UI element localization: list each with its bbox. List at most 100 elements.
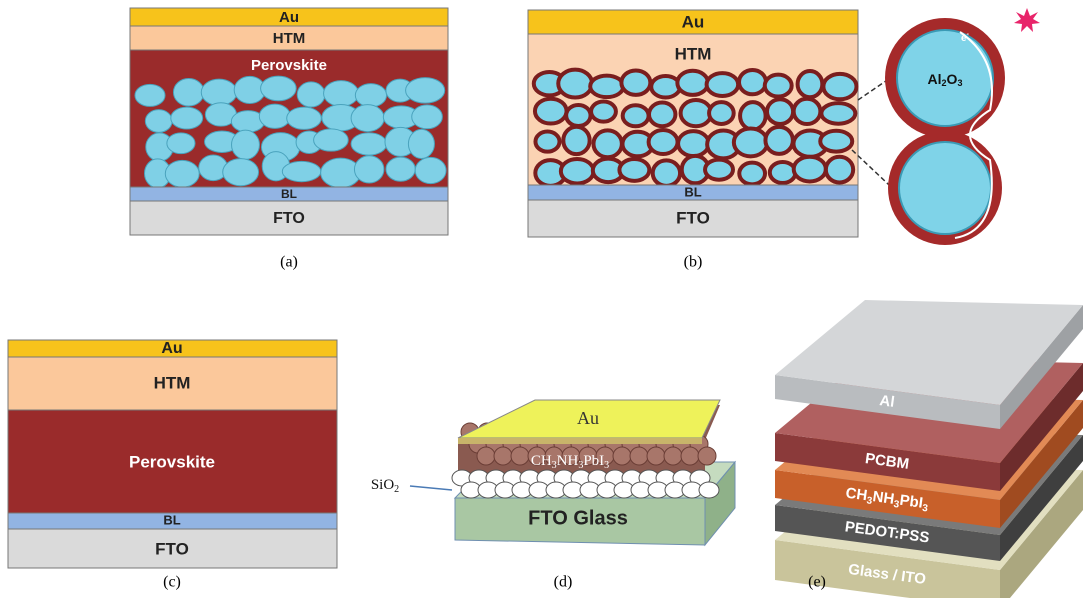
particle	[354, 83, 388, 108]
particle	[823, 154, 856, 185]
particle	[533, 129, 562, 154]
particle	[200, 78, 238, 107]
label-part: PbI	[899, 492, 924, 512]
particle	[172, 78, 205, 107]
layer-label: FTO	[155, 539, 189, 558]
au-edge	[458, 438, 702, 444]
sphere	[476, 446, 496, 466]
layer-label: Perovskite	[129, 452, 215, 471]
particle	[561, 124, 592, 157]
layer	[7, 409, 338, 514]
pointer	[409, 485, 453, 491]
particle	[765, 97, 796, 127]
particle	[558, 156, 596, 186]
particle	[737, 160, 768, 187]
layer	[7, 356, 338, 411]
slab-front	[775, 433, 1000, 491]
slab-top	[775, 300, 1083, 405]
panel-c: Au HTM Perovskite BL FTO (c)	[7, 339, 338, 591]
particle	[619, 68, 653, 97]
slab-front	[775, 540, 1000, 598]
sphere	[680, 446, 700, 466]
layer	[129, 200, 449, 236]
light-burst	[1014, 8, 1040, 32]
layer-label: HTM	[675, 44, 712, 63]
panel-a: Au HTM Perovskite BL FTO (a)	[129, 7, 449, 271]
slab-front	[775, 505, 1000, 561]
sphere	[646, 446, 666, 466]
sphere	[697, 446, 717, 466]
particle	[650, 158, 683, 188]
sphere	[510, 446, 530, 466]
particle	[591, 128, 624, 160]
sphere	[629, 446, 649, 466]
particle	[821, 71, 859, 102]
particle	[675, 68, 710, 97]
panel-b: Au HTM BL FTO Al2O3 e- (b)	[527, 8, 1040, 271]
particle	[231, 129, 260, 160]
layer-label: Perovskite	[251, 57, 327, 74]
layer-label: FTO Glass	[528, 507, 628, 529]
layer-label: FTO	[676, 208, 710, 227]
particle	[313, 128, 349, 152]
caption: (d)	[554, 574, 573, 591]
particle	[704, 71, 741, 98]
slab-side	[1000, 435, 1083, 561]
particle	[222, 158, 260, 187]
particle	[818, 128, 855, 154]
sphere	[493, 446, 513, 466]
particles	[134, 75, 447, 189]
slab-side	[1000, 363, 1083, 491]
particle	[646, 128, 680, 157]
particle	[556, 67, 595, 100]
core	[896, 29, 994, 127]
sphere	[698, 481, 720, 499]
particle	[405, 77, 446, 104]
particle	[737, 67, 768, 97]
particle	[819, 101, 858, 126]
particle	[258, 103, 291, 129]
slab-front	[775, 375, 1000, 429]
particle	[407, 128, 435, 159]
particle	[738, 100, 768, 132]
particle	[617, 157, 652, 183]
particle	[763, 124, 795, 156]
particle	[414, 156, 447, 185]
particle	[144, 109, 173, 133]
layer-label: Au	[279, 9, 299, 26]
layer-label: BL	[281, 187, 297, 201]
caption: (e)	[808, 574, 826, 591]
slab-side	[1000, 400, 1083, 528]
layer-label: Au	[161, 340, 182, 357]
particle	[281, 160, 322, 183]
caption: (c)	[163, 574, 181, 591]
layer-label: PCBM	[864, 450, 910, 473]
label-part: NH	[872, 488, 896, 508]
layer	[7, 528, 338, 569]
particle	[649, 73, 683, 100]
layer-label: SiO2	[371, 477, 399, 495]
layer-label: Al	[879, 392, 896, 411]
panel-d: Au CH3NH3PbI3 SiO2 FTO Glass (d)	[371, 399, 737, 591]
particle	[385, 156, 416, 182]
particle	[646, 100, 678, 129]
caption: (a)	[280, 254, 298, 271]
sphere	[663, 446, 683, 466]
layer-label: BL	[684, 184, 701, 199]
particle	[350, 104, 385, 133]
layer-label: Au	[577, 408, 599, 428]
slab-front	[775, 470, 1000, 528]
electron-path	[954, 31, 993, 239]
layer-label: HTM	[154, 373, 191, 392]
particle	[767, 160, 798, 185]
particle	[791, 96, 823, 126]
label-part: 3	[866, 495, 873, 507]
particle	[134, 83, 166, 107]
slab: Al	[775, 300, 1083, 429]
particle	[564, 102, 593, 129]
particle	[296, 81, 326, 108]
particle	[170, 106, 204, 130]
layer-label: CH3NH3PbI3	[844, 485, 930, 515]
label-part: 3	[893, 499, 900, 511]
